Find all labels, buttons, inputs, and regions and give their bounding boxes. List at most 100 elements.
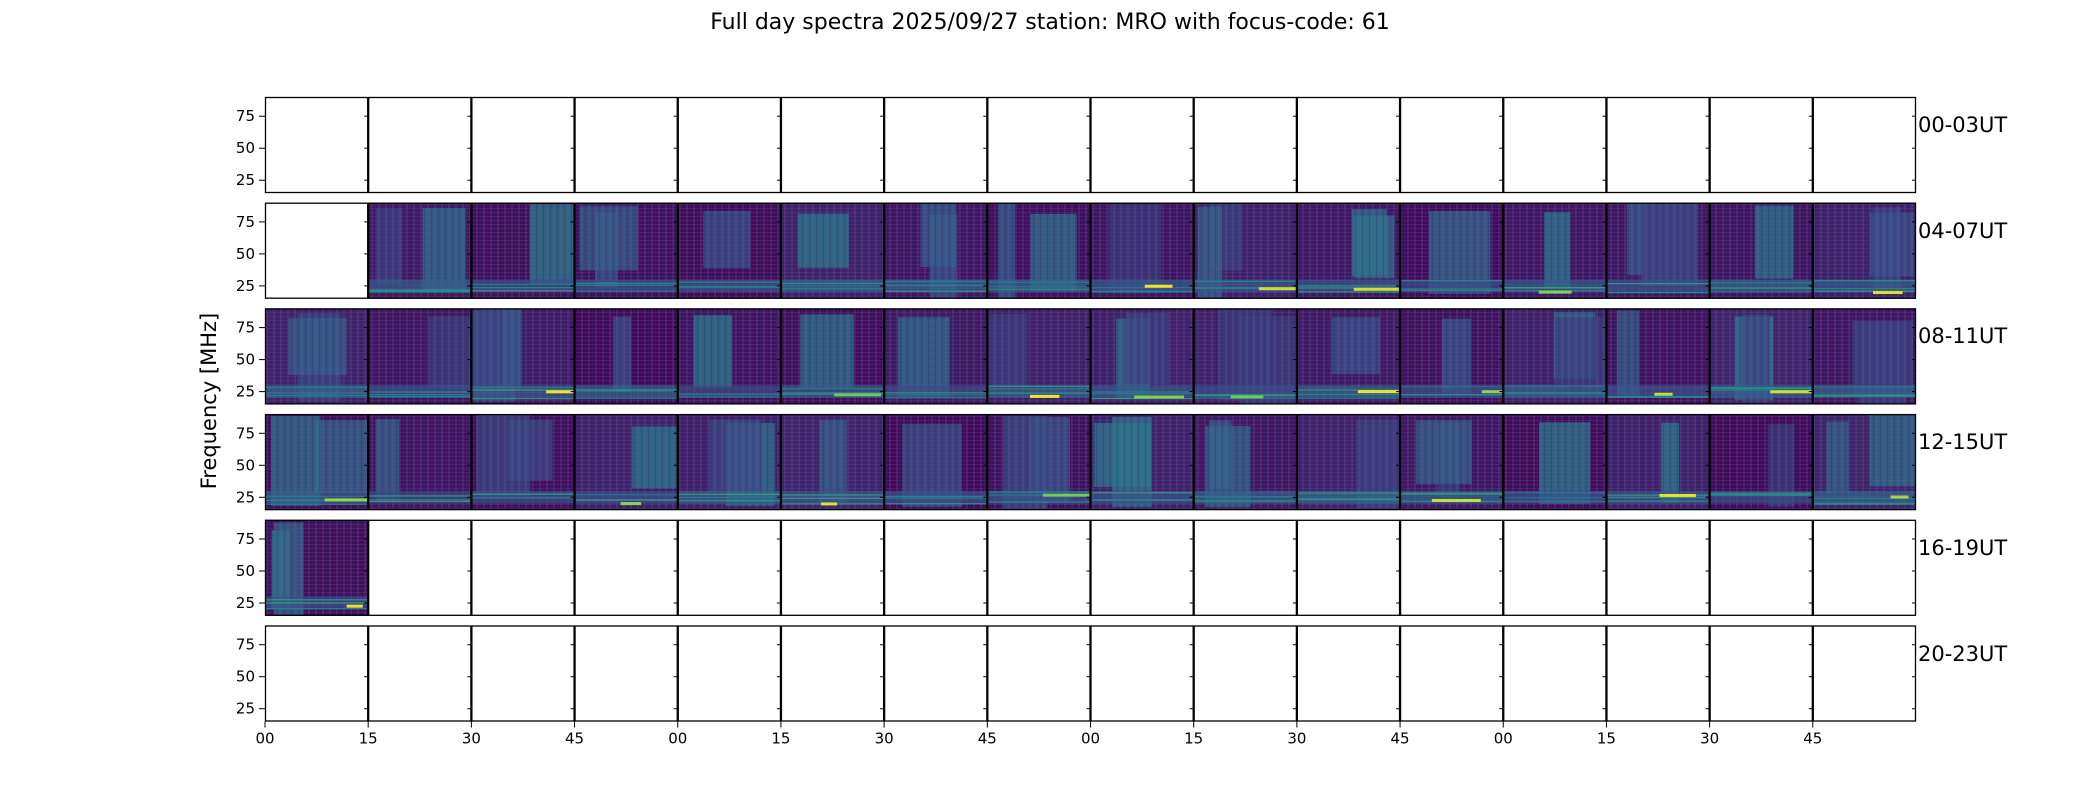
interference-line — [265, 394, 369, 397]
spectrum-panel — [1606, 202, 1710, 299]
interference-line — [471, 290, 575, 292]
interference-band — [265, 385, 369, 398]
interference-line — [1812, 503, 1916, 505]
panel-frame — [1090, 519, 1194, 616]
interference-line — [1400, 493, 1504, 495]
panel-frame — [1090, 308, 1194, 405]
interference-line — [1193, 397, 1297, 400]
spectrum-panel — [264, 202, 369, 299]
interference-line — [574, 389, 678, 391]
interference-line — [1606, 282, 1710, 285]
interference-line — [987, 494, 1091, 496]
interference-line — [677, 493, 781, 496]
panel-frame — [883, 308, 988, 405]
y-tick-label: 75 — [236, 213, 255, 231]
panel-frame — [1503, 308, 1607, 405]
panel-frame — [987, 625, 1091, 722]
interference-line — [987, 501, 1091, 503]
panel-frame — [883, 519, 988, 616]
interference-band — [368, 279, 472, 293]
panel-frame — [264, 96, 369, 194]
x-tick-label: 00 — [668, 730, 687, 748]
spectrum-panel — [780, 519, 885, 616]
y-tick-label: 50 — [236, 245, 255, 263]
row-label: 16-19UT — [1918, 535, 2008, 560]
interference-line — [780, 285, 885, 287]
interference-line — [1193, 500, 1297, 502]
y-tick-label: 50 — [236, 456, 255, 474]
spectrum-panel — [1296, 96, 1401, 194]
strong-signal — [324, 498, 368, 502]
spectrum-panel — [574, 202, 678, 299]
interference-line — [574, 284, 678, 286]
panel-frame — [471, 519, 575, 616]
strong-signal — [1659, 493, 1696, 497]
interference-band — [780, 490, 885, 504]
interference-line — [1400, 288, 1504, 290]
panel-frame — [677, 308, 782, 405]
interference-line — [780, 392, 885, 394]
panel-frame — [1090, 96, 1194, 194]
interference-line — [471, 397, 575, 400]
panel-frame — [574, 519, 678, 616]
interference-band — [1296, 490, 1401, 504]
spectrum-panel — [1812, 202, 1917, 299]
interference-line — [1503, 391, 1607, 394]
spectrum-panel — [1812, 625, 1917, 722]
interference-line — [265, 602, 369, 604]
spectrum-panel — [1193, 413, 1298, 511]
spectrum-panel — [780, 625, 885, 722]
strong-signal — [1353, 287, 1402, 291]
panel-frame — [1709, 519, 1813, 616]
panel-frame — [1193, 96, 1298, 194]
strong-signal — [1144, 284, 1173, 288]
panel-frame — [1812, 519, 1917, 616]
panel-frame — [1709, 413, 1813, 511]
spectrum-panel — [1709, 96, 1813, 194]
panel-frame — [1090, 625, 1194, 722]
strong-signal — [1481, 390, 1505, 394]
panel-frame — [368, 413, 472, 511]
y-tick-label: 25 — [236, 488, 255, 506]
spectrum-panel — [780, 413, 885, 511]
interference-line — [1503, 500, 1607, 503]
interference-line — [1090, 492, 1194, 494]
panel-frame — [1812, 202, 1917, 299]
interference-line — [368, 391, 472, 393]
interference-line — [1090, 391, 1194, 393]
spectrum-panel — [1503, 96, 1607, 194]
spectrum-panel — [987, 625, 1091, 722]
spectrum-panel — [1296, 308, 1409, 405]
interference-band — [1090, 279, 1194, 293]
panel-frame — [1709, 625, 1813, 722]
panel-frame — [1812, 625, 1917, 722]
strong-signal — [1654, 392, 1673, 396]
y-tick-label: 50 — [236, 562, 255, 580]
panel-frame — [574, 202, 678, 299]
spectrum-panel — [1812, 413, 1917, 511]
interference-line — [368, 395, 472, 398]
y-tick-label: 50 — [236, 139, 255, 157]
interference-line — [368, 499, 472, 501]
spectrum-panel — [987, 202, 1091, 299]
spectrum-panel — [1709, 413, 1813, 511]
panel-frame — [987, 308, 1091, 405]
strong-signal — [1258, 287, 1308, 291]
interference-line — [987, 491, 1091, 493]
interference-line — [1709, 387, 1813, 390]
x-tick-label: 30 — [875, 730, 894, 748]
interference-line — [780, 393, 885, 395]
panel-frame — [1503, 413, 1607, 511]
strong-signal — [1431, 498, 1481, 502]
interference-line — [1503, 393, 1607, 395]
interference-band — [471, 385, 575, 398]
spectrum-panel — [1812, 308, 1917, 405]
spectrum-panel — [1606, 96, 1710, 194]
interference-line — [1606, 500, 1710, 502]
interference-line — [987, 392, 1091, 394]
spectrum-panel — [471, 308, 583, 405]
interference-line — [1709, 282, 1813, 284]
spectrum-panel — [1812, 96, 1917, 194]
interference-line — [1812, 502, 1916, 504]
interference-line — [884, 392, 988, 394]
